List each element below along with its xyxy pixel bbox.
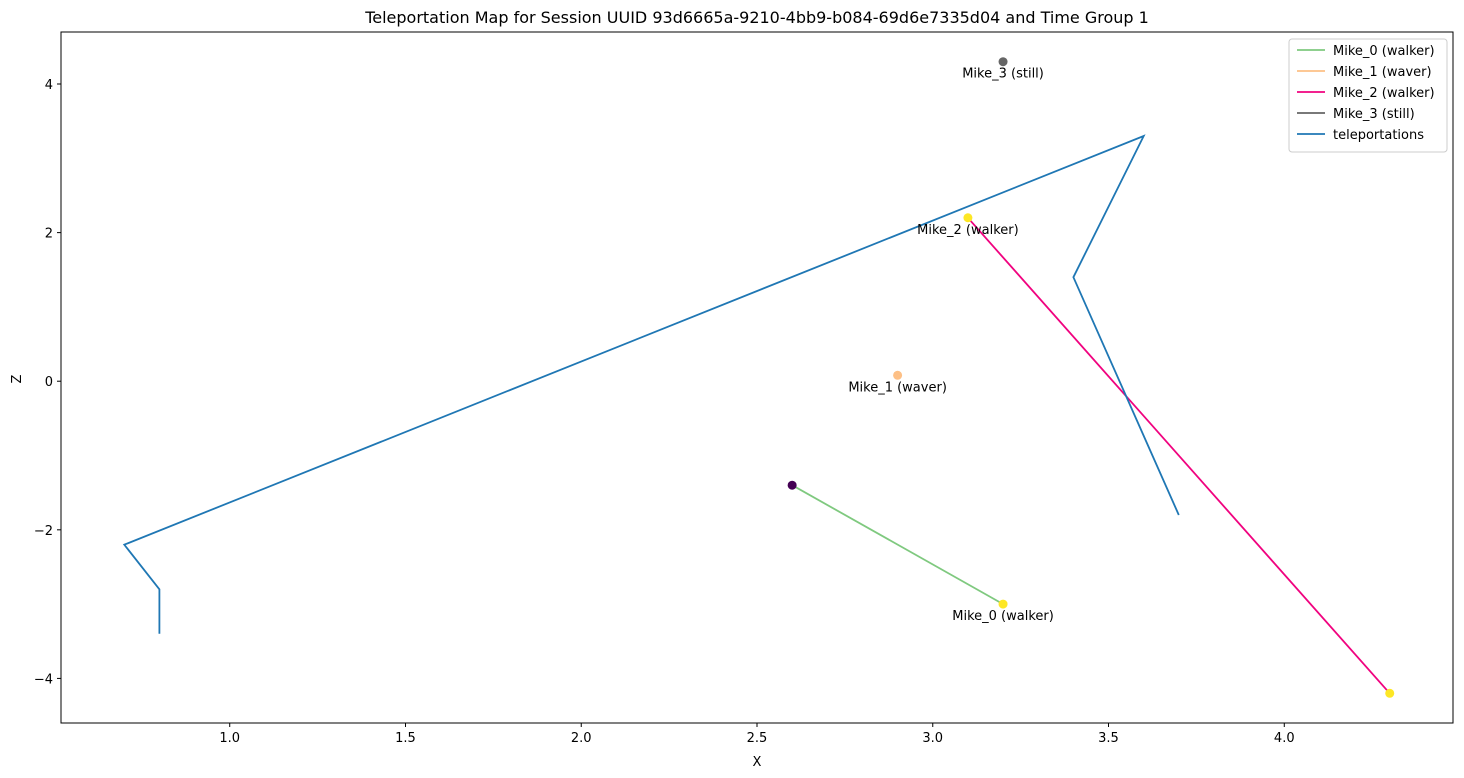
point-label-0: Mike_0 (walker) xyxy=(952,609,1054,624)
legend-entry-1: Mike_1 (waver) xyxy=(1333,65,1432,80)
legend-entry-2: Mike_2 (walker) xyxy=(1333,86,1435,101)
x-tick-label: 4.0 xyxy=(1274,731,1295,746)
x-axis-label: X xyxy=(753,755,762,770)
x-tick-label: 1.5 xyxy=(395,731,416,746)
series-line-2 xyxy=(967,217,1391,694)
legend-entry-0: Mike_0 (walker) xyxy=(1333,44,1435,59)
chart-title: Teleportation Map for Session UUID 93d66… xyxy=(364,8,1149,27)
point-label-1: Mike_1 (waver) xyxy=(848,380,947,395)
x-tick-label: 2.0 xyxy=(571,731,592,746)
legend-box xyxy=(1288,38,1448,153)
y-tick-label: 4 xyxy=(45,78,53,93)
legend: Mike_0 (walker) Mike_1 (waver) Mike_2 (wal… xyxy=(1288,38,1448,153)
plot-frame xyxy=(60,31,1454,724)
series-start-point-0 xyxy=(787,480,797,490)
series-point-1 xyxy=(893,370,903,380)
y-tick-label: −4 xyxy=(34,672,53,687)
x-tick-label: 3.5 xyxy=(1098,731,1119,746)
point-label-2: Mike_2 (walker) xyxy=(917,223,1019,238)
y-tick-label: 0 xyxy=(45,375,53,390)
y-tick-label: 2 xyxy=(45,227,53,242)
x-tick-label: 3.0 xyxy=(922,731,943,746)
series-end-point-2 xyxy=(1385,688,1395,698)
series-end-point-0 xyxy=(998,599,1008,609)
x-tick-label: 1.0 xyxy=(219,731,240,746)
x-tick-label: 2.5 xyxy=(747,731,768,746)
y-tick-label: −2 xyxy=(34,524,53,539)
series-line-0 xyxy=(791,484,1004,605)
legend-entry-3: Mike_3 (still) xyxy=(1333,107,1415,122)
series-line-4 xyxy=(122,134,1180,634)
series-point-3 xyxy=(998,57,1008,67)
series-start-point-2 xyxy=(963,213,973,223)
plot-area: Mike_0 (walker) Mike_1 (waver) Mike_2 (wal… xyxy=(34,31,1454,746)
legend-entry-4: teleportations xyxy=(1333,128,1424,143)
y-axis-label: Z xyxy=(10,374,25,383)
point-label-3: Mike_3 (still) xyxy=(962,67,1044,82)
